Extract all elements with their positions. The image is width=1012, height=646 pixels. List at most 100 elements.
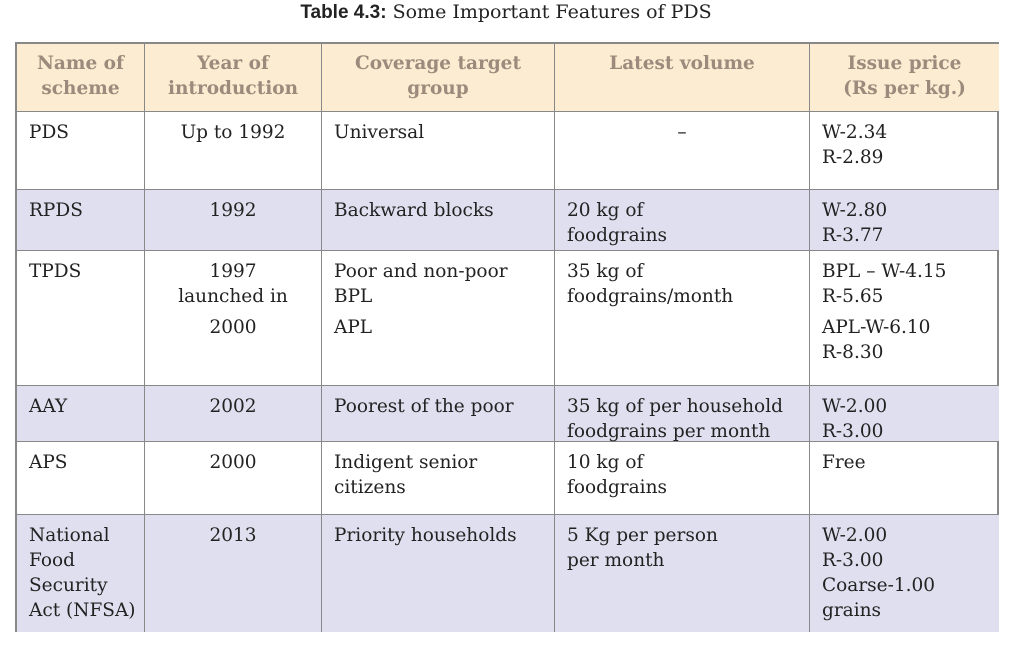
table-cell: 20 kg of foodgrains	[555, 190, 810, 251]
cell-line: AAY	[29, 396, 68, 417]
cell-line: W-2.00	[822, 396, 888, 417]
table-cell: 2000	[145, 442, 322, 515]
table-cell: 1992	[145, 190, 322, 251]
cell-line: 2000	[209, 452, 257, 473]
cell-line: (Rs per kg.)	[843, 78, 966, 99]
cell-line: Security	[29, 575, 108, 596]
cell-line: BPL – W-4.15	[822, 261, 947, 282]
cell-line: APL-W-6.10	[822, 317, 931, 338]
table-caption: Table 4.3: Some Important Features of PD…	[0, 1, 1012, 24]
table: Name of scheme Year of introduction Coverage…	[15, 42, 999, 632]
cell-line: scheme	[41, 78, 120, 99]
header-cell: Issue price (Rs per kg.)	[810, 44, 999, 112]
cell-line: 2002	[209, 396, 257, 417]
table-cell: RPDS	[17, 190, 145, 251]
table-cell: National Food Security Act (NFSA)	[17, 515, 145, 632]
cell-line: foodgrains/month	[567, 286, 734, 307]
table-cell: PDS	[17, 112, 145, 190]
table-cell: W-2.80 R-3.77	[810, 190, 999, 251]
cell-line: foodgrains per month	[567, 421, 771, 442]
cell-line: Coverage target	[355, 53, 521, 74]
cell-line: Priority households	[334, 525, 517, 546]
cell-line: 10 kg of	[567, 452, 644, 473]
cell-line: W-2.34	[822, 122, 888, 143]
table-cell: W-2.00 R-3.00 Coarse-1.00 grains	[810, 515, 999, 632]
table-cell: 35 kg of foodgrains/month	[555, 251, 810, 386]
cell-line: Act (NFSA)	[29, 600, 136, 621]
cell-line: W-2.00	[822, 525, 888, 546]
header-cell: Latest volume	[555, 44, 810, 112]
cell-line: 1997	[209, 261, 257, 282]
table-cell: 2002	[145, 386, 322, 442]
cell-line: Latest volume	[609, 53, 755, 74]
table-cell: AAY	[17, 386, 145, 442]
table-cell: TPDS	[17, 251, 145, 386]
cell-line: 1992	[209, 200, 257, 221]
table-cell: Poor and non-poor BPL APL	[322, 251, 555, 386]
table-cell: BPL – W-4.15 R-5.65 APL-W-6.10 R-8.30	[810, 251, 999, 386]
cell-line: PDS	[29, 122, 69, 143]
cell-line: Indigent senior	[334, 452, 478, 473]
cell-line: Issue price	[847, 53, 962, 74]
table-cell: Backward blocks	[322, 190, 555, 251]
cell-line: 35 kg of per household	[567, 396, 783, 417]
cell-line: 2013	[209, 525, 257, 546]
cell-line: foodgrains	[567, 477, 668, 498]
table-cell: 5 Kg per person per month	[555, 515, 810, 632]
cell-line: –	[677, 122, 687, 143]
cell-line: Food	[29, 550, 75, 571]
caption-text: Some Important Features of PDS	[392, 1, 712, 23]
cell-line: W-2.80	[822, 200, 888, 221]
cell-line: citizens	[334, 477, 406, 498]
cell-line: 2000	[209, 317, 257, 338]
table-cell: W-2.34 R-2.89	[810, 112, 999, 190]
cell-line: RPDS	[29, 200, 83, 221]
cell-line: APS	[29, 452, 68, 473]
table-cell: APS	[17, 442, 145, 515]
cell-line: R-2.89	[822, 147, 884, 168]
table-cell: Up to 1992	[145, 112, 322, 190]
table-cell: 35 kg of per household foodgrains per mon…	[555, 386, 810, 442]
cell-line: grains	[822, 600, 882, 621]
table-cell: Poorest of the poor	[322, 386, 555, 442]
cell-line: R-8.30	[822, 342, 884, 363]
cell-line: Coarse-1.00	[822, 575, 936, 596]
cell-line: Backward blocks	[334, 200, 494, 221]
table-cell: Free	[810, 442, 999, 515]
cell-line: Up to 1992	[180, 122, 286, 143]
table-cell: Universal	[322, 112, 555, 190]
cell-line: Year of	[197, 53, 269, 74]
cell-line: launched in	[178, 286, 288, 307]
cell-line: 35 kg of	[567, 261, 644, 282]
cell-line: National	[29, 525, 110, 546]
header-cell: Coverage target group	[322, 44, 555, 112]
cell-line: Name of	[37, 53, 124, 74]
cell-line: Universal	[334, 122, 425, 143]
table-cell: 2013	[145, 515, 322, 632]
cell-line: R-5.65	[822, 286, 884, 307]
cell-line: Poor and non-poor	[334, 261, 508, 282]
table-cell: –	[555, 112, 810, 190]
cell-line: 5 Kg per person	[567, 525, 718, 546]
cell-line: APL	[334, 317, 373, 338]
cell-line: R-3.77	[822, 225, 884, 246]
table-cell: 10 kg of foodgrains	[555, 442, 810, 515]
table-cell: Indigent senior citizens	[322, 442, 555, 515]
cell-line: R-3.00	[822, 421, 884, 442]
cell-line: TPDS	[29, 261, 82, 282]
cell-line: per month	[567, 550, 665, 571]
cell-line: Poorest of the poor	[334, 396, 514, 417]
cell-line: foodgrains	[567, 225, 668, 246]
cell-line: R-3.00	[822, 550, 884, 571]
cell-line: group	[407, 78, 469, 99]
table-cell: Priority households	[322, 515, 555, 632]
table-cell: W-2.00 R-3.00	[810, 386, 999, 442]
table-cell: 1997 launched in 2000	[145, 251, 322, 386]
cell-line: 20 kg of	[567, 200, 644, 221]
cell-line: introduction	[167, 78, 299, 99]
header-cell: Name of scheme	[17, 44, 145, 112]
cell-line: BPL	[334, 286, 373, 307]
header-cell: Year of introduction	[145, 44, 322, 112]
caption-label: Table 4.3:	[300, 2, 387, 23]
